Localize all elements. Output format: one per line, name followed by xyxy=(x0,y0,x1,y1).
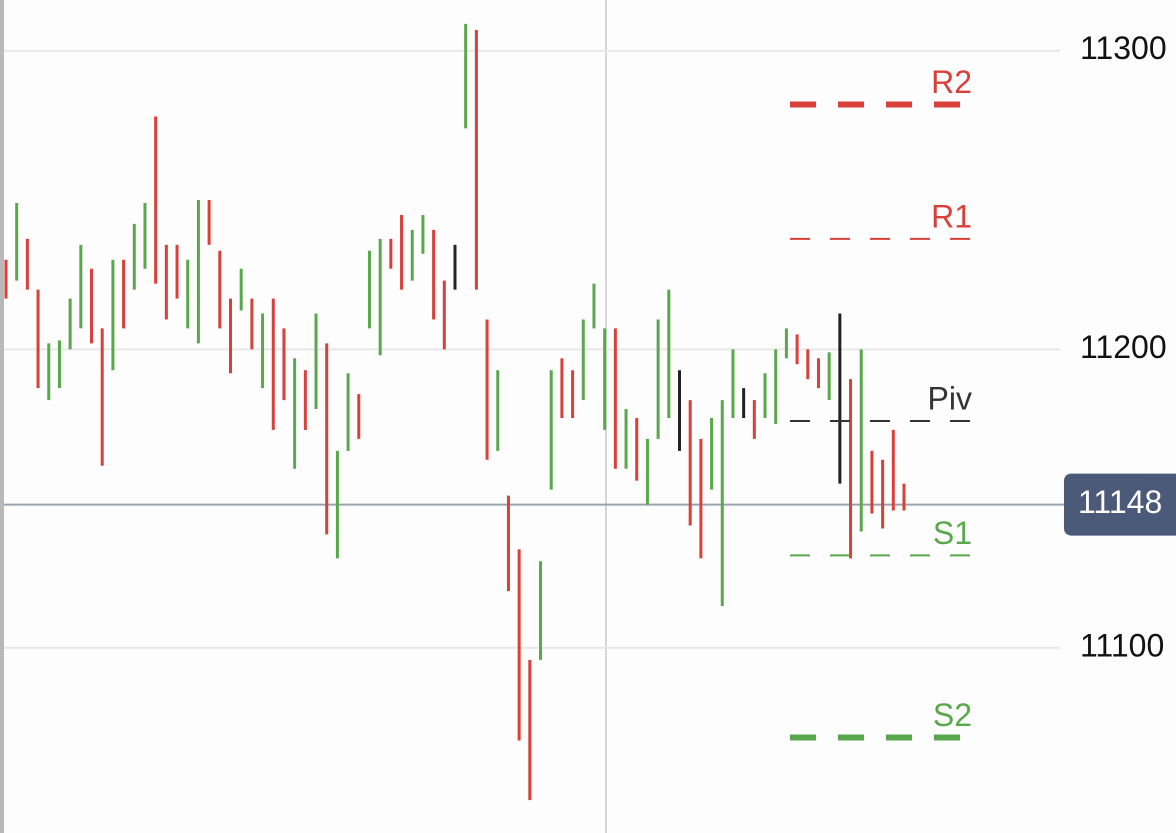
left-edge xyxy=(0,0,4,833)
last-price-label: 11148 xyxy=(1078,484,1162,520)
pivot-label: Piv xyxy=(928,380,972,416)
y-tick-label: 11200 xyxy=(1080,329,1167,365)
y-tick-label: 11100 xyxy=(1080,627,1164,663)
pivot-label: R2 xyxy=(931,64,972,100)
pivot-label: S1 xyxy=(933,515,972,551)
pivot-label: R1 xyxy=(931,198,972,234)
pivot-label: S2 xyxy=(933,697,972,733)
y-tick-label: 11300 xyxy=(1080,30,1167,66)
last-price-tag xyxy=(1064,473,1176,536)
